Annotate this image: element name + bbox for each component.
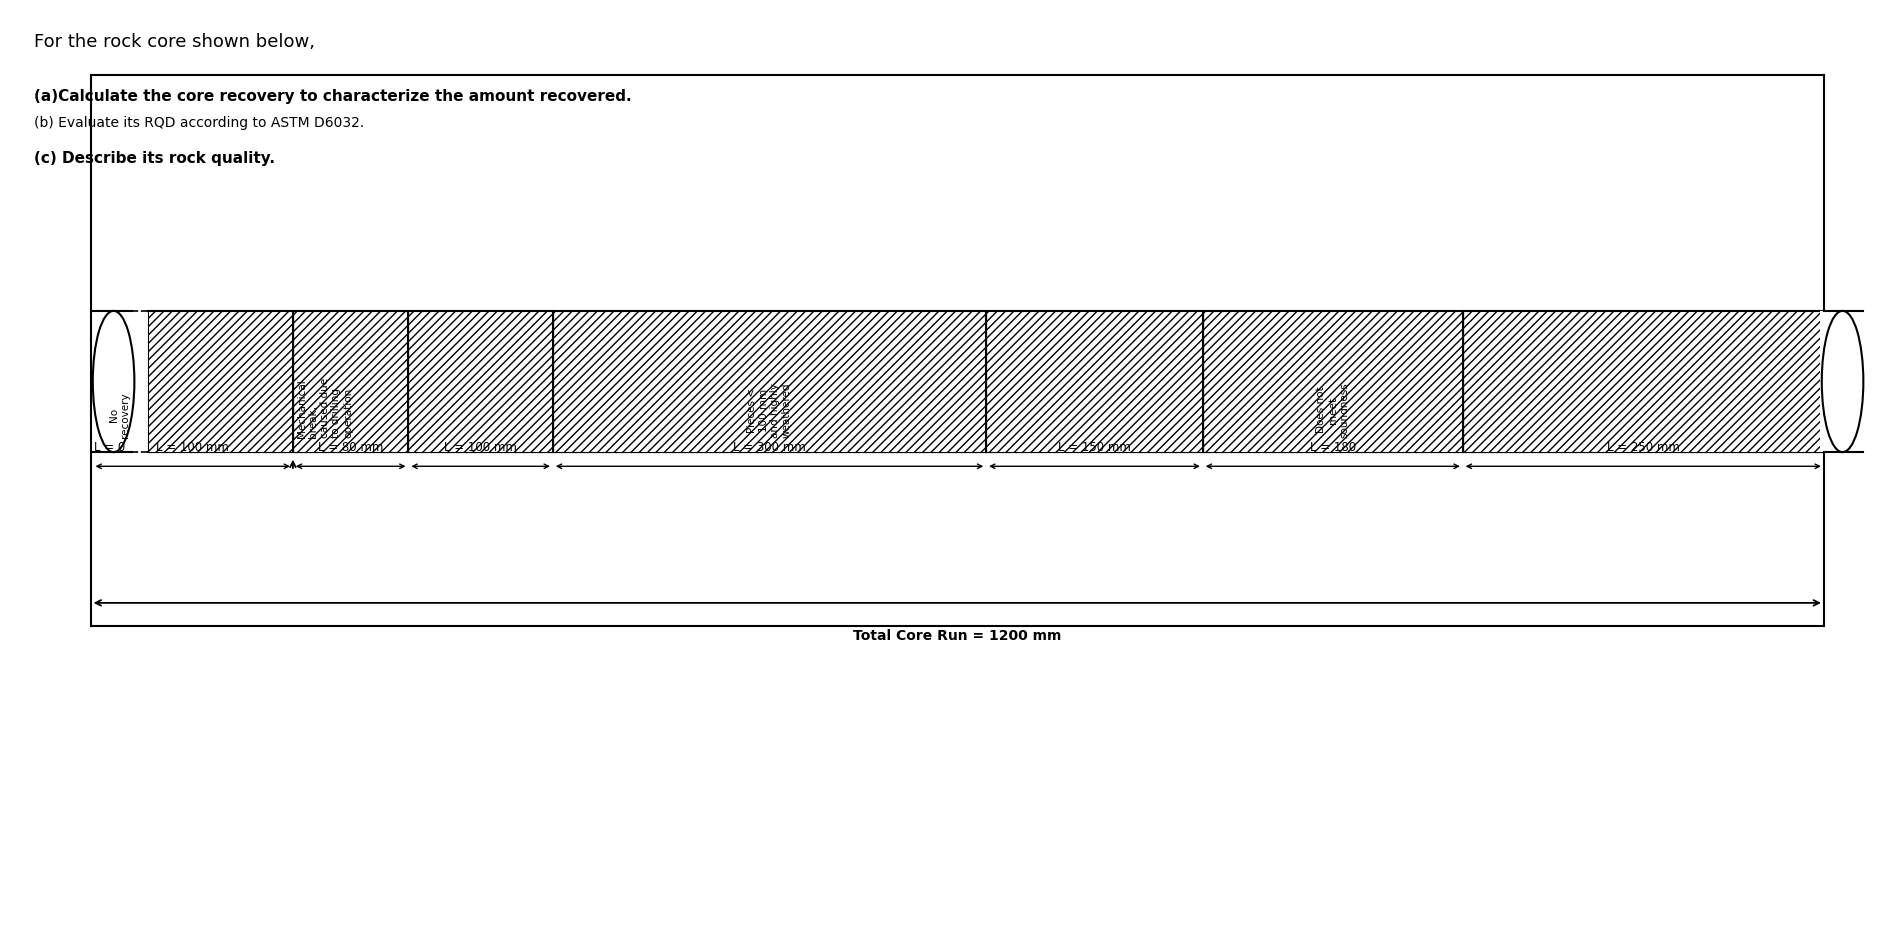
Text: L = 150 mm: L = 150 mm — [1058, 441, 1130, 454]
Bar — [1201, 311, 1462, 452]
Bar — [1462, 311, 1823, 452]
Bar — [986, 311, 1201, 452]
Ellipse shape — [1821, 311, 1863, 452]
Text: Pieces <
100 mm
and highly
weathered: Pieces < 100 mm and highly weathered — [746, 382, 791, 438]
Bar — [553, 311, 986, 452]
Text: L = 100 mm: L = 100 mm — [157, 441, 229, 454]
Bar — [986, 311, 1201, 452]
Text: For the rock core shown below,: For the rock core shown below, — [34, 33, 315, 51]
Text: Mechanical
break,
caused due
to drilling
operation: Mechanical break, caused due to drilling… — [297, 378, 353, 438]
Text: (b) Evaluate its RQD according to ASTM D6032.: (b) Evaluate its RQD according to ASTM D… — [34, 116, 365, 130]
Text: No
recovery: No recovery — [110, 393, 130, 438]
Text: (c) Describe its rock quality.: (c) Describe its rock quality. — [34, 151, 276, 166]
Text: L = 300 mm: L = 300 mm — [733, 441, 805, 454]
Text: Does not
meet
soundness: Does not meet soundness — [1315, 382, 1349, 438]
Bar — [293, 311, 408, 452]
Text: L = 0: L = 0 — [94, 441, 127, 454]
Text: L = 100 mm: L = 100 mm — [444, 441, 518, 454]
Text: L = 80 mm: L = 80 mm — [317, 441, 383, 454]
Bar — [293, 311, 408, 452]
Bar — [553, 311, 986, 452]
Text: (a)Calculate the core recovery to characterize the amount recovered.: (a)Calculate the core recovery to charac… — [34, 89, 631, 105]
Bar — [149, 311, 293, 452]
Bar — [149, 311, 293, 452]
Text: L = 250 mm: L = 250 mm — [1606, 441, 1679, 454]
Text: Total Core Run = 1200 mm: Total Core Run = 1200 mm — [852, 629, 1062, 643]
Bar — [1819, 311, 1847, 452]
Bar — [1201, 311, 1462, 452]
Bar — [1462, 311, 1823, 452]
Bar — [408, 311, 553, 452]
Text: L = 180: L = 180 — [1309, 441, 1354, 454]
Bar — [408, 311, 553, 452]
